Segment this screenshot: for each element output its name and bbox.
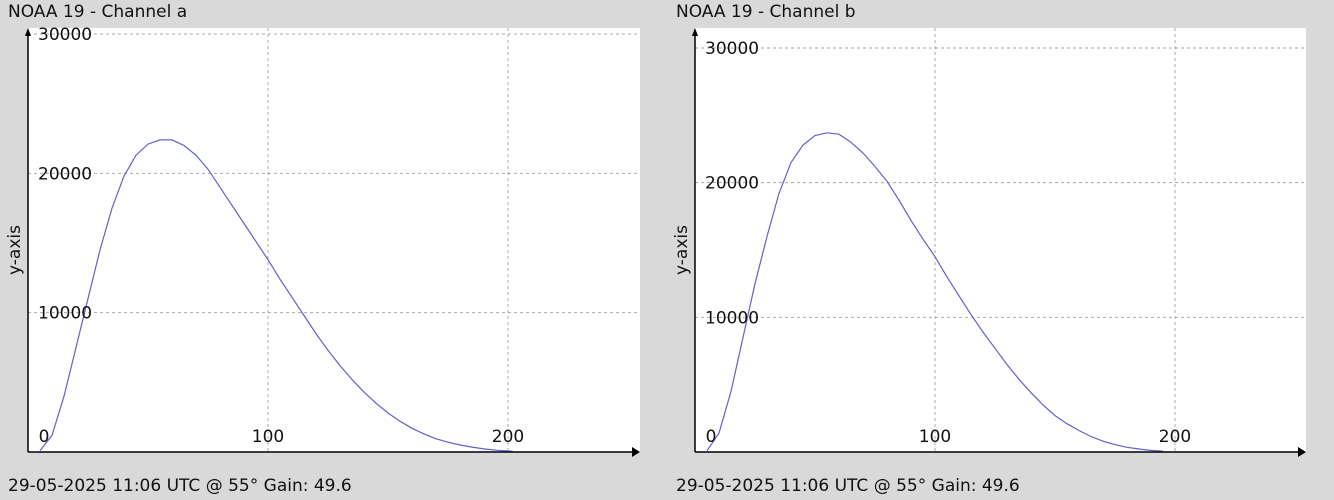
y-tick-label-b-20000: 20000 (705, 174, 759, 194)
channel-b-plot: 0 100 200 10000 20000 30000 y-axis (672, 28, 1306, 457)
channel-a-plot: 0 100 200 10000 20000 30000 y-axis (5, 25, 640, 457)
x-axis-arrow-b (1298, 447, 1306, 457)
series-line-b (706, 132, 1164, 452)
y-tick-label-a-10000: 10000 (38, 304, 92, 324)
y-tick-label-b-30000: 30000 (705, 39, 759, 59)
x-tick-label-b-100: 100 (919, 427, 951, 447)
plot-area-a (28, 28, 640, 452)
y-tick-label-a-30000: 30000 (38, 25, 92, 45)
x-axis-arrow-a (632, 447, 640, 457)
series-line-a (39, 139, 513, 452)
y-axis-label-a: y-axis (5, 225, 25, 275)
channel-b-title: NOAA 19 - Channel b (676, 2, 856, 22)
plot-area-b (695, 28, 1306, 452)
y-tick-label-a-20000: 20000 (38, 164, 92, 184)
y-tick-label-b-10000: 10000 (705, 308, 759, 328)
x-tick-label-b-200: 200 (1159, 427, 1191, 447)
x-tick-label-a-0: 0 (39, 427, 50, 447)
x-tick-label-b-0: 0 (706, 427, 717, 447)
channel-b-footer: 29-05-2025 11:06 UTC @ 55° Gain: 49.6 (676, 476, 1020, 496)
y-axis-arrow-a (25, 28, 31, 36)
channel-a-footer: 29-05-2025 11:06 UTC @ 55° Gain: 49.6 (8, 476, 352, 496)
y-axis-label-b: y-axis (672, 225, 692, 275)
x-tick-label-a-200: 200 (492, 427, 524, 447)
x-tick-label-a-100: 100 (252, 427, 284, 447)
y-axis-arrow-b (692, 28, 698, 36)
channel-a-title: NOAA 19 - Channel a (8, 2, 188, 22)
